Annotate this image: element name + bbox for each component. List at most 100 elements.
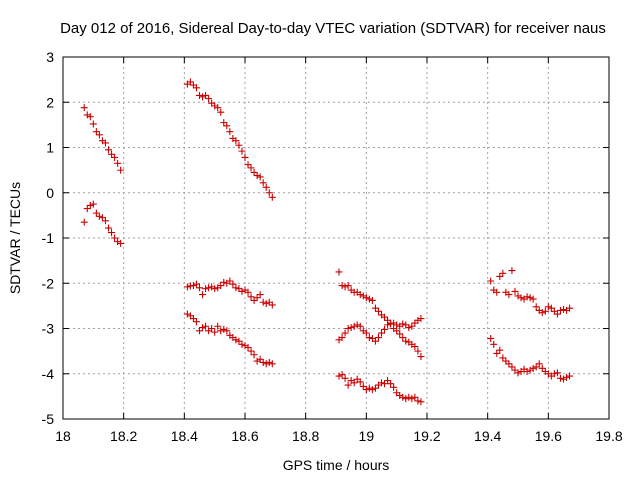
data-point (359, 292, 367, 300)
data-point (205, 284, 213, 292)
data-point (229, 280, 237, 288)
data-point (381, 325, 389, 333)
data-point (238, 287, 246, 295)
data-point (253, 294, 261, 302)
data-point (523, 293, 531, 301)
data-point (211, 328, 219, 336)
series-arc-7 (335, 315, 425, 345)
data-point (356, 322, 364, 330)
data-point (390, 319, 398, 327)
data-point (347, 324, 355, 332)
x-tick-labels: 18 18.2 18.4 18.6 18.8 19 19.2 19.4 19.6 19.8 (55, 428, 623, 444)
data-point (511, 287, 519, 295)
data-point (341, 329, 349, 337)
data-point (192, 280, 200, 288)
data-point (405, 393, 413, 401)
data-point (199, 324, 207, 332)
data-point (268, 360, 276, 368)
data-point (514, 292, 522, 300)
data-point (499, 269, 507, 277)
data-point (189, 282, 197, 290)
data-point (205, 95, 213, 103)
data-point (368, 296, 376, 304)
data-point (371, 304, 379, 312)
data-point (98, 214, 106, 222)
data-point (560, 375, 567, 383)
data-point (387, 380, 395, 388)
data-point (350, 322, 358, 330)
data-point (414, 397, 422, 405)
x-tick-label: 18.2 (110, 428, 137, 444)
data-point (83, 205, 91, 213)
x-tick-label: 18 (55, 428, 71, 444)
data-point (101, 217, 109, 225)
data-point (499, 354, 507, 362)
series-arc-2 (80, 200, 125, 247)
data-point (541, 307, 549, 315)
data-point (117, 239, 125, 247)
data-point (523, 367, 531, 375)
data-point (405, 324, 413, 332)
chart-title: Day 012 of 2016, Sidereal Day-to-day VTE… (60, 20, 606, 37)
data-point (371, 337, 379, 345)
data-point (217, 282, 225, 290)
data-point (108, 150, 116, 158)
data-point (208, 283, 216, 291)
data-point (192, 84, 200, 92)
data-point (80, 104, 88, 112)
y-tick-label: -1 (42, 230, 55, 246)
data-point (402, 395, 410, 403)
data-point (262, 300, 270, 308)
data-point (493, 349, 501, 357)
data-point (250, 168, 258, 176)
data-point (223, 327, 231, 335)
data-point (92, 209, 100, 217)
data-point (265, 358, 273, 366)
data-point (378, 379, 385, 387)
data-point (359, 382, 367, 390)
data-point (490, 340, 498, 348)
data-point (259, 358, 267, 366)
data-point (235, 337, 243, 345)
data-point (117, 166, 125, 174)
data-point (86, 201, 94, 209)
data-point (487, 334, 495, 342)
data-point (335, 372, 343, 380)
data-point (514, 369, 522, 377)
data-point (365, 295, 373, 303)
data-point (532, 363, 540, 371)
data-point (202, 91, 210, 99)
data-point (411, 393, 419, 401)
data-point (108, 229, 116, 237)
axis-ticks (62, 56, 610, 420)
x-tick-label: 19.6 (535, 428, 562, 444)
data-point (566, 304, 574, 312)
data-point (526, 294, 534, 302)
series-arc-3 (183, 78, 276, 201)
data-point (241, 342, 249, 350)
data-point (365, 334, 373, 342)
data-point (396, 330, 404, 338)
data-point (89, 200, 97, 208)
data-point (89, 120, 97, 128)
data-point (265, 189, 273, 197)
data-point (217, 108, 225, 116)
data-point (556, 306, 564, 314)
gridlines (63, 57, 609, 419)
data-point (95, 131, 103, 139)
data-point (399, 334, 407, 342)
data-point (417, 398, 425, 406)
data-point (529, 364, 537, 372)
data-point (368, 386, 376, 394)
data-point (259, 179, 267, 187)
data-point (256, 355, 264, 363)
data-point (111, 234, 119, 242)
data-point (381, 313, 389, 321)
data-point (250, 351, 258, 359)
x-tick-label: 18.8 (292, 428, 319, 444)
data-point (232, 284, 240, 292)
data-point (493, 288, 501, 296)
y-tick-label: 1 (46, 140, 54, 156)
data-point (532, 303, 540, 311)
